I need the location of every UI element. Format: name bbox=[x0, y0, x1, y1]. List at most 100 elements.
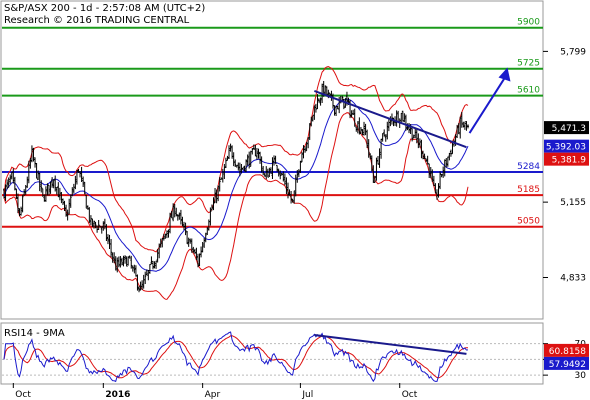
price-bar bbox=[12, 168, 15, 184]
price-bar bbox=[7, 177, 10, 188]
price-bar bbox=[234, 159, 237, 168]
price-bar bbox=[60, 192, 63, 204]
price-bar bbox=[122, 255, 125, 267]
price-bar bbox=[128, 255, 131, 259]
price-bar bbox=[263, 173, 266, 177]
price-bar bbox=[420, 139, 423, 159]
price-bar bbox=[58, 187, 61, 201]
price-bar bbox=[114, 256, 117, 271]
price-bar bbox=[89, 215, 92, 226]
price-bar bbox=[313, 105, 316, 120]
level-label-5610: 5610 bbox=[517, 86, 540, 96]
bollinger-lower bbox=[3, 112, 469, 300]
price-bar bbox=[150, 256, 153, 265]
price-bar bbox=[364, 123, 367, 136]
price-bar bbox=[94, 221, 97, 229]
price-bar bbox=[196, 253, 199, 268]
price-bar bbox=[10, 171, 13, 180]
price-bar bbox=[155, 260, 158, 269]
price-bar bbox=[372, 165, 375, 183]
price-bar bbox=[224, 157, 227, 168]
price-bar bbox=[131, 265, 134, 272]
price-bar bbox=[167, 229, 170, 238]
price-bar bbox=[352, 109, 355, 115]
price-bar bbox=[361, 129, 364, 136]
price-bar bbox=[40, 180, 43, 193]
price-bar bbox=[105, 224, 108, 241]
price-bar bbox=[459, 116, 462, 139]
price-bar bbox=[142, 274, 145, 289]
price-bar bbox=[218, 177, 221, 192]
price-bar bbox=[240, 163, 243, 174]
rsi-title: RSI14 - 9MA bbox=[4, 328, 65, 339]
price-bar bbox=[169, 212, 172, 234]
price-bar bbox=[86, 205, 89, 210]
price-bar bbox=[228, 145, 231, 160]
price-bar bbox=[134, 265, 137, 277]
price-bar bbox=[421, 150, 424, 160]
price-bar bbox=[136, 274, 139, 291]
bollinger-layer bbox=[3, 65, 469, 300]
price-bar bbox=[273, 155, 276, 166]
price-bar bbox=[9, 174, 12, 184]
price-bar bbox=[48, 184, 51, 196]
time-tick-label: 2016 bbox=[105, 390, 130, 400]
price-badge-0-bg bbox=[544, 121, 589, 135]
price-bar bbox=[203, 237, 206, 248]
price-bar bbox=[237, 162, 240, 171]
price-bar bbox=[299, 160, 302, 173]
price-tick-label: 4,833 bbox=[560, 274, 586, 284]
rsi-badge-rsi-bg bbox=[544, 356, 589, 370]
price-bar bbox=[217, 185, 220, 202]
price-bar bbox=[415, 128, 418, 144]
price-bar bbox=[235, 165, 238, 168]
candles-layer bbox=[3, 80, 469, 293]
price-trendline bbox=[314, 90, 467, 149]
price-bar bbox=[179, 209, 182, 225]
price-bar bbox=[93, 220, 96, 229]
price-bar bbox=[204, 232, 207, 243]
price-bar bbox=[282, 171, 285, 182]
price-bar bbox=[381, 133, 384, 142]
price-bar bbox=[223, 163, 226, 180]
price-bar bbox=[198, 253, 201, 267]
price-bar bbox=[245, 159, 248, 173]
price-bar bbox=[61, 198, 64, 206]
price-bar bbox=[100, 226, 103, 234]
price-bar bbox=[318, 98, 321, 103]
price-bar bbox=[124, 255, 127, 264]
price-bar bbox=[32, 147, 35, 162]
price-bar bbox=[319, 97, 322, 106]
rsi-panel-frame bbox=[0, 322, 544, 385]
price-bar bbox=[200, 246, 203, 258]
price-bar bbox=[294, 174, 297, 197]
price-bar bbox=[212, 197, 215, 211]
price-bar bbox=[221, 168, 224, 183]
price-bar bbox=[102, 221, 105, 231]
levels-layer: 5900 5725 5610 5284 5185 5050 bbox=[2, 18, 543, 228]
bollinger-upper bbox=[3, 65, 469, 253]
price-bar bbox=[373, 176, 376, 184]
price-bar bbox=[148, 264, 151, 274]
price-bar bbox=[108, 234, 111, 250]
price-bar bbox=[311, 115, 314, 122]
price-tick-label: 5,155 bbox=[560, 198, 586, 208]
price-bar bbox=[69, 194, 72, 208]
price-bar bbox=[243, 165, 246, 172]
price-bar bbox=[65, 204, 68, 217]
price-bar bbox=[55, 186, 58, 195]
price-bar bbox=[79, 171, 82, 178]
price-bar bbox=[369, 153, 372, 160]
price-bar bbox=[21, 194, 24, 213]
price-bar bbox=[130, 255, 133, 269]
price-bar bbox=[229, 143, 232, 152]
price-bar bbox=[383, 129, 386, 137]
price-bar bbox=[68, 198, 71, 215]
price-bar bbox=[241, 167, 244, 170]
price-bar bbox=[350, 110, 353, 118]
price-bar bbox=[141, 280, 144, 291]
price-bar bbox=[463, 121, 466, 130]
price-bar bbox=[184, 222, 187, 236]
price-bar bbox=[246, 154, 249, 166]
